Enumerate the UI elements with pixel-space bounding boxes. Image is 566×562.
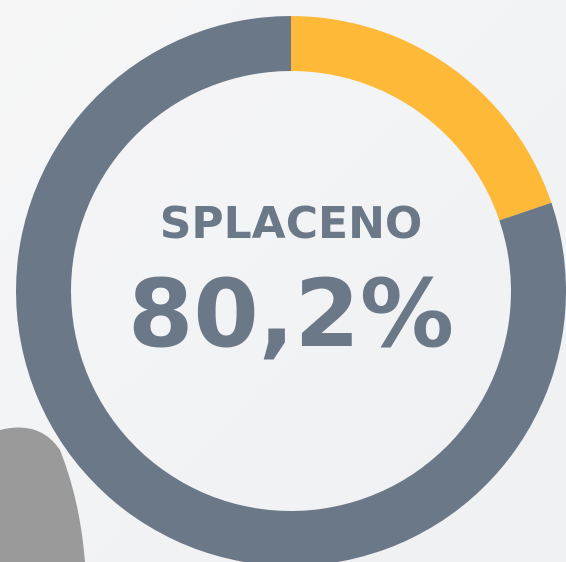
donut-segment: [291, 16, 552, 221]
center-value: 80,2%: [128, 260, 454, 369]
donut: [16, 16, 566, 562]
center-title: SPLACENO: [160, 198, 423, 249]
photo-fragment: [0, 427, 85, 562]
